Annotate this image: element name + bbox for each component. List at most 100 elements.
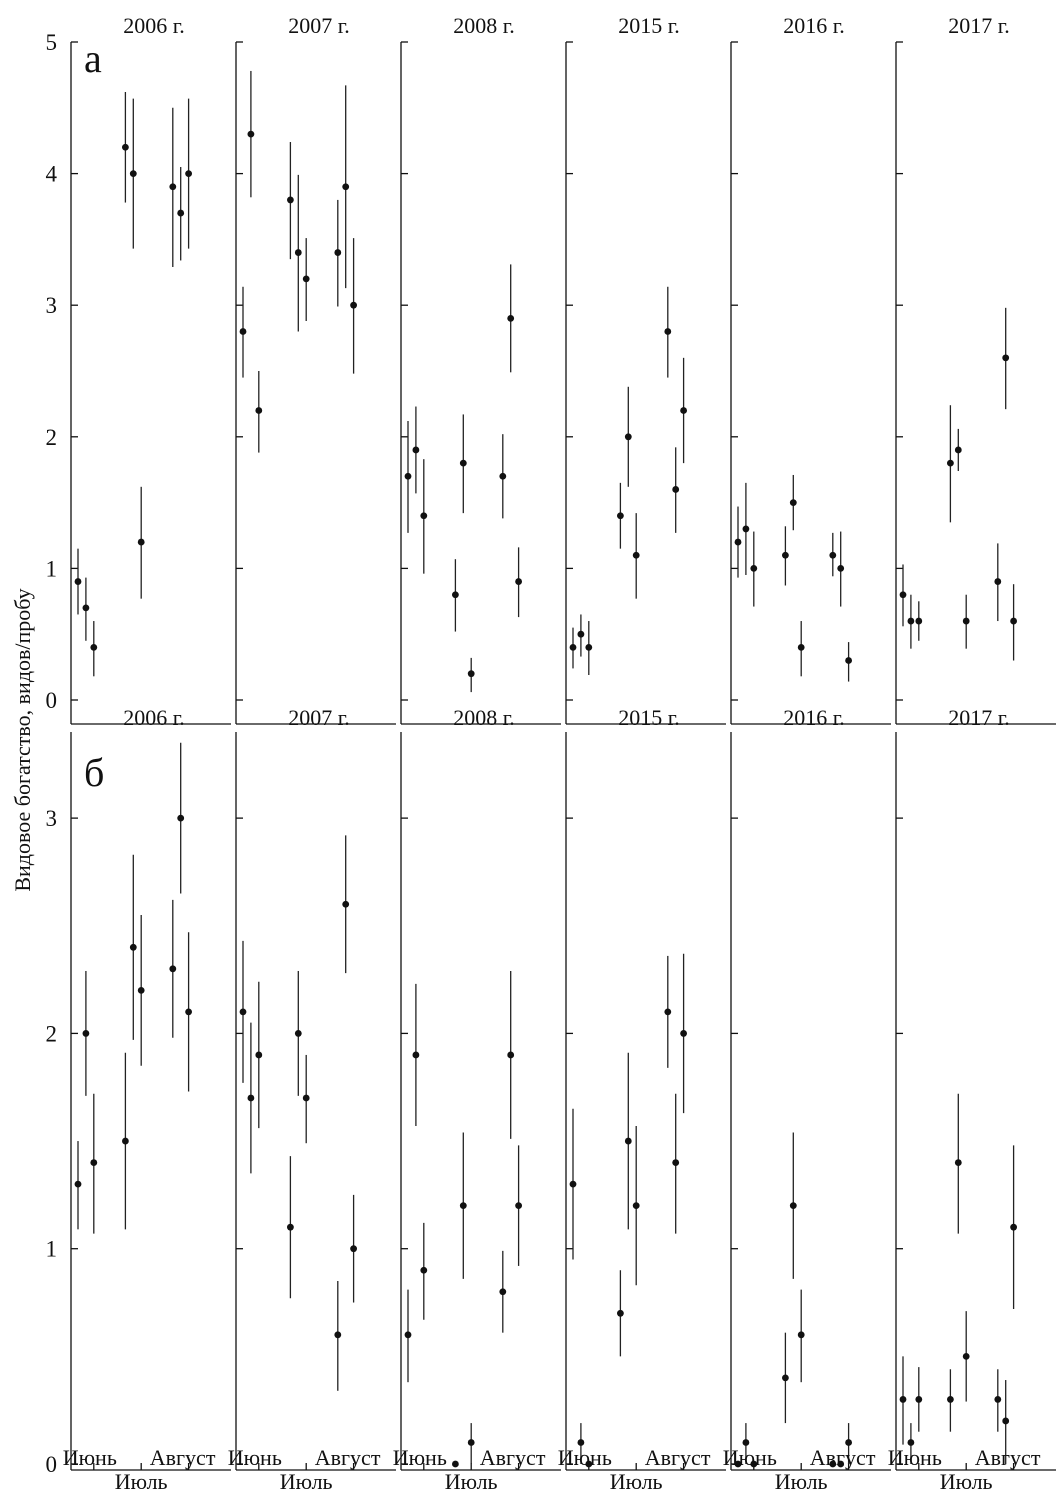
data-point [680,1030,687,1037]
data-point [962,617,970,625]
data-point [632,1202,640,1210]
data-point [255,1051,263,1059]
data-point [239,328,247,335]
x-tick-label-july: Июль [445,1469,498,1493]
data-point [350,301,357,309]
data-point [122,143,129,151]
y-tick-label: 2 [46,425,58,450]
data-point [294,1030,302,1037]
data-point [994,1396,1002,1403]
data-point [507,314,515,322]
data-point [412,446,420,454]
y-tick-label: 1 [46,556,58,581]
x-tick-label-august: Август [315,1445,381,1470]
y-tick-label: 3 [46,293,58,318]
data-point [899,1396,907,1403]
data-point [82,604,90,612]
panel-title: 2017 г. [948,705,1010,730]
data-point [499,472,507,480]
panel-letter: б [84,750,104,795]
data-point [742,1439,750,1446]
data-point [334,1331,342,1339]
data-point [452,591,459,599]
data-point [302,275,310,283]
data-point [342,900,350,908]
data-point [499,1288,507,1296]
data-point [577,1439,585,1446]
y-tick-label: 2 [46,1021,58,1046]
data-point [169,183,177,191]
data-point [459,1202,467,1210]
y-tick-label: 0 [46,688,58,713]
data-point [420,1266,428,1274]
data-point [1002,354,1010,362]
data-point [255,407,263,414]
panel-title: 2016 г. [783,705,845,730]
data-point [585,643,593,651]
data-point [617,1309,624,1317]
panel-title: 2015 г. [618,13,680,38]
data-point [129,170,137,178]
data-point [837,1460,845,1468]
x-tick-label-june: Июнь [558,1445,612,1470]
data-point [74,1180,82,1188]
panel-title: 2006 г. [123,705,185,730]
x-tick-label-june: Июнь [888,1445,942,1470]
data-point [404,1331,412,1339]
data-point [954,1159,962,1166]
y-tick-label: 5 [46,30,58,55]
panel-title: 2017 г. [948,13,1010,38]
data-point [845,1439,852,1446]
data-point [185,1008,193,1016]
x-tick-label-june: Июнь [63,1445,117,1470]
data-point [624,1137,632,1145]
data-point [452,1460,459,1468]
x-tick-label-july: Июль [775,1469,828,1493]
x-tick-label-august: Август [150,1445,216,1470]
data-point [412,1051,420,1059]
data-point [129,943,137,951]
data-point [789,1202,797,1210]
data-point [797,643,805,651]
y-tick-label: 4 [46,162,58,187]
data-point [632,551,640,559]
data-point [569,643,577,651]
panel-title: 2008 г. [453,13,515,38]
data-point [962,1352,970,1360]
data-point [829,1460,837,1468]
data-point [247,130,255,138]
x-tick-label-june: Июнь [393,1445,447,1470]
panel-letter: а [84,36,102,81]
data-point [459,459,467,467]
data-point [994,578,1002,585]
data-point [845,657,852,664]
data-point [169,965,177,973]
x-tick-label-july: Июль [115,1469,168,1493]
data-point [907,1439,915,1446]
data-point [350,1245,357,1253]
data-point [1010,1223,1017,1231]
panel-title: 2015 г. [618,705,680,730]
panel-title: 2008 г. [453,705,515,730]
x-tick-label-august: Август [480,1445,546,1470]
data-point [664,1008,672,1016]
data-point [782,1374,789,1382]
x-tick-label-july: Июль [610,1469,663,1493]
data-point [239,1008,247,1016]
data-point [915,1396,923,1403]
data-point [122,1137,129,1145]
x-tick-label-june: Июнь [228,1445,282,1470]
x-tick-label-august: Август [810,1445,876,1470]
data-point [177,209,185,217]
x-tick-label-july: Июль [940,1469,993,1493]
data-point [294,249,302,256]
panel-title: 2007 г. [288,13,350,38]
data-point [507,1051,515,1059]
data-point [137,538,145,546]
data-point [624,433,632,441]
data-point [74,578,82,585]
data-point [907,617,915,625]
data-point [789,499,797,506]
data-point [515,1202,522,1210]
